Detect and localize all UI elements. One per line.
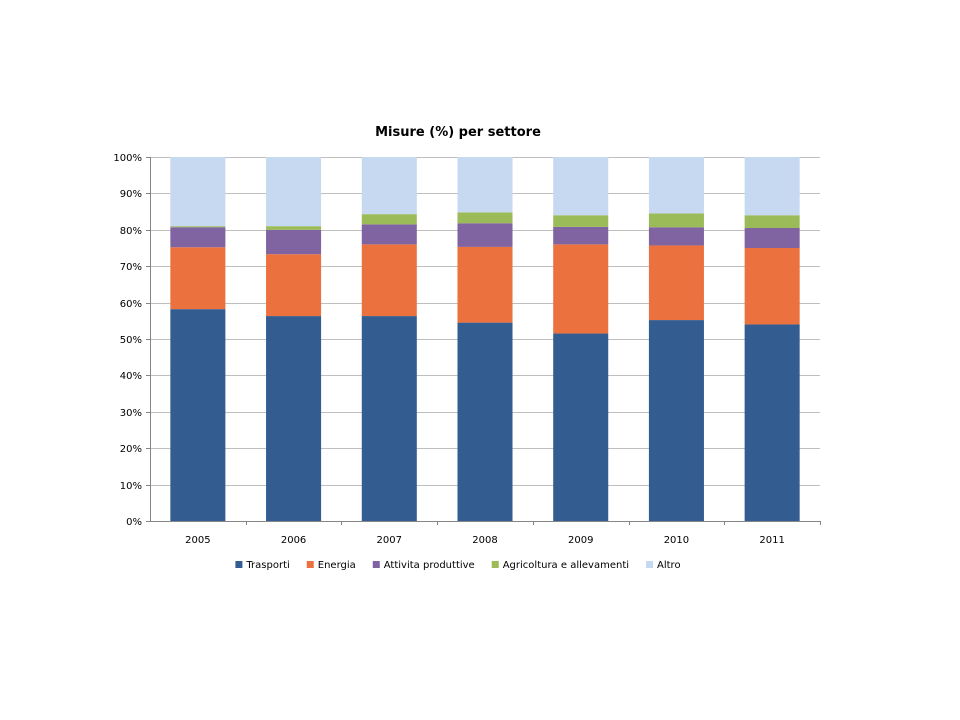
bar-segment [266, 316, 322, 521]
bar-segment [170, 247, 226, 310]
legend: Trasporti Energia Attivita produttive Agric… [235, 560, 681, 571]
legend-swatch [646, 561, 654, 568]
bar-segment [457, 223, 513, 247]
bar-segment [648, 320, 704, 521]
bar-segment [553, 215, 609, 227]
y-tick-label: 60% [120, 299, 142, 310]
legend-label: Energia [318, 560, 356, 571]
x-tick-label: 2009 [568, 535, 593, 546]
bars [170, 157, 800, 521]
x-tick-label: 2010 [664, 535, 689, 546]
bar-segment [648, 227, 704, 246]
bar-segment [361, 214, 417, 225]
y-tick-label: 20% [120, 444, 142, 455]
chart-title: Misure (%) per settore [375, 125, 541, 140]
bar-segment [744, 227, 800, 248]
bar-segment [361, 224, 417, 245]
bar-segment [170, 309, 226, 521]
x-tick-label: 2008 [472, 535, 497, 546]
bar-segment [744, 157, 800, 216]
y-axis-tick-labels: 0% 10% 20% 30% 40% 50% 60% 70% 80% 90% 100% [113, 153, 150, 528]
y-tick-label: 70% [120, 262, 142, 273]
bar-segment [361, 316, 417, 521]
x-axis-tick-labels: 2005 2006 2007 2008 2009 2010 2011 [185, 521, 821, 546]
y-tick-label: 100% [113, 153, 142, 164]
bar-segment [553, 157, 609, 216]
legend-label: Attivita produttive [384, 560, 475, 571]
y-tick-label: 40% [120, 371, 142, 382]
legend-swatch [235, 561, 243, 568]
legend-label: Altro [657, 560, 681, 571]
y-tick-label: 0% [126, 517, 142, 528]
bar-segment [744, 248, 800, 325]
bar-segment [553, 226, 609, 245]
bar-segment [744, 215, 800, 228]
y-tick-label: 30% [120, 408, 142, 419]
x-tick-label: 2005 [185, 535, 210, 546]
legend-label: Agricoltura e allevamenti [503, 560, 629, 571]
x-tick-label: 2011 [759, 535, 784, 546]
bar-segment [553, 244, 609, 334]
y-tick-label: 50% [120, 335, 142, 346]
x-tick-label: 2006 [281, 535, 306, 546]
bar-segment [361, 157, 417, 215]
bar-segment [744, 324, 800, 521]
bar-segment [648, 245, 704, 321]
bar-segment [553, 333, 609, 521]
y-tick-label: 90% [120, 189, 142, 200]
bar-segment [648, 157, 704, 214]
bar-segment [170, 226, 226, 228]
y-tick-label: 80% [120, 226, 142, 237]
bar-segment [266, 226, 322, 230]
bar-segment [266, 229, 322, 255]
bar-segment [266, 157, 322, 227]
legend-swatch [491, 561, 499, 568]
bar-segment [457, 212, 513, 224]
legend-label: Trasporti [245, 560, 289, 571]
bar-segment [457, 322, 513, 521]
bar-segment [648, 213, 704, 228]
bar-segment [266, 254, 322, 317]
bar-segment [361, 244, 417, 317]
legend-swatch [306, 561, 314, 568]
y-tick-label: 10% [120, 481, 142, 492]
bar-segment [457, 157, 513, 213]
bar-segment [170, 157, 226, 227]
bar-segment [457, 246, 513, 323]
legend-swatch [372, 561, 380, 568]
x-tick-label: 2007 [377, 535, 402, 546]
bar-segment [170, 227, 226, 248]
